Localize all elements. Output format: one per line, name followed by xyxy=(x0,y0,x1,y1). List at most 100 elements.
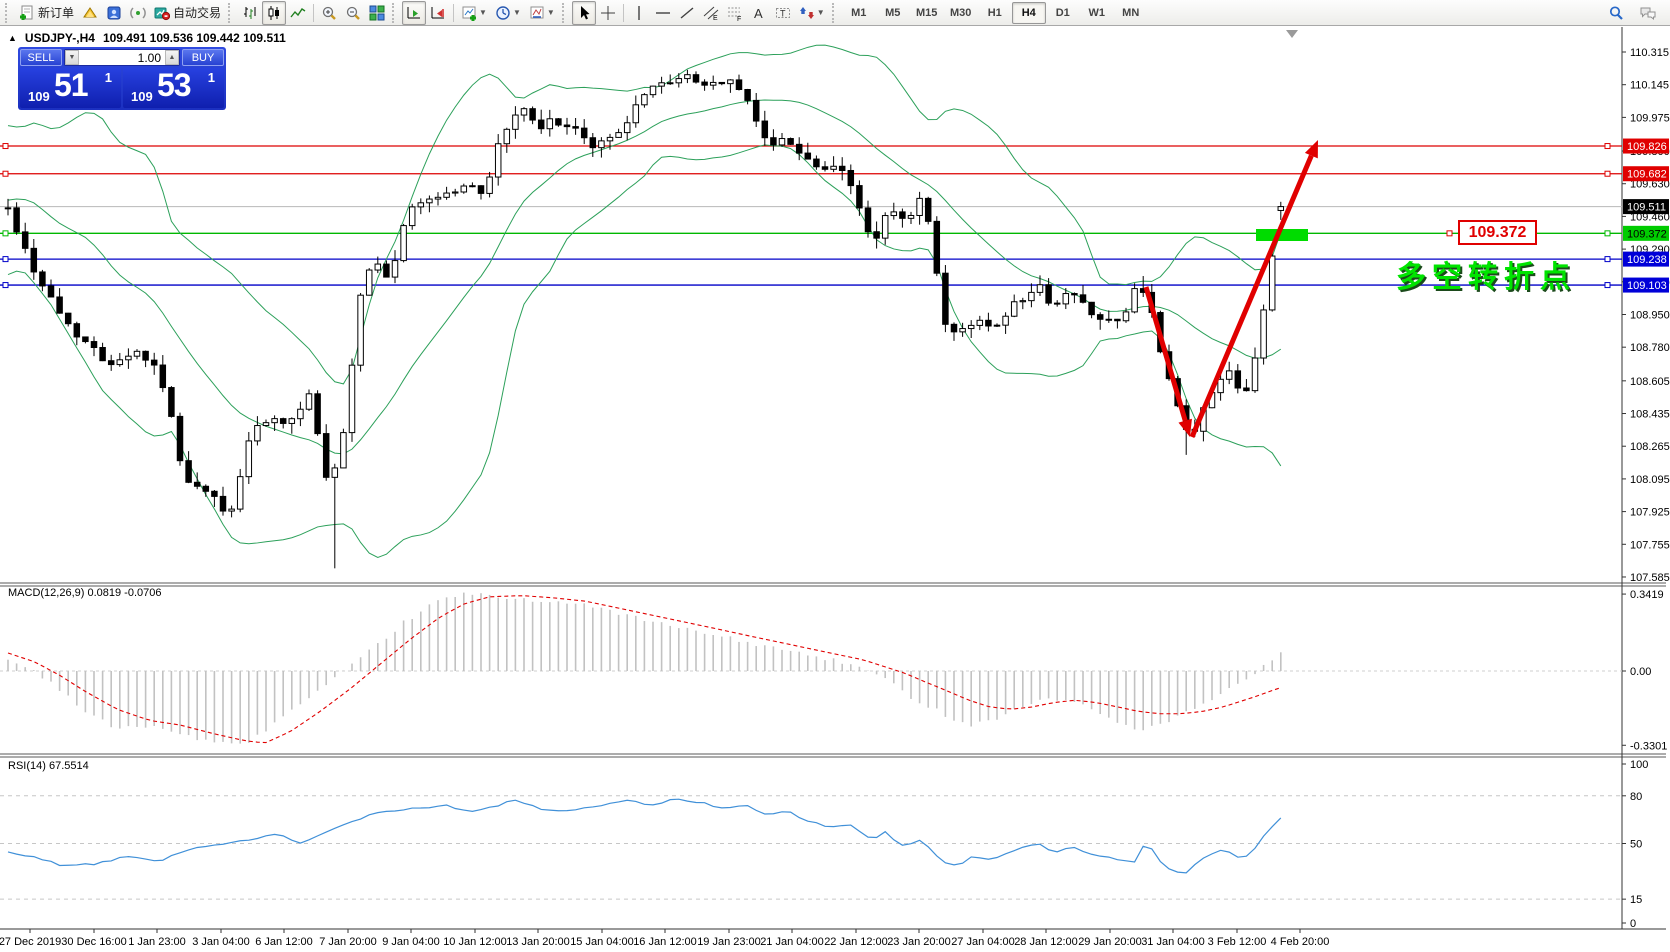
market-watch-button[interactable] xyxy=(102,1,126,25)
line-anchor[interactable] xyxy=(1604,256,1611,263)
text-button[interactable]: A xyxy=(747,1,771,25)
bar-chart-button[interactable] xyxy=(238,1,262,25)
new-order-button[interactable]: 新订单 xyxy=(15,1,78,25)
tf-w1[interactable]: W1 xyxy=(1080,2,1114,24)
tf-m5[interactable]: M5 xyxy=(876,2,910,24)
search-icon xyxy=(1609,5,1623,20)
volume-down-button[interactable]: ▼ xyxy=(65,50,79,65)
tf-h4-label: H4 xyxy=(1021,6,1036,19)
tf-m1-label: M1 xyxy=(851,6,867,19)
svg-text:108.605: 108.605 xyxy=(1630,376,1670,388)
auto-scroll-button[interactable] xyxy=(402,0,427,25)
down-trend-arrow[interactable] xyxy=(1143,286,1192,437)
chevron-down-icon[interactable]: ▼ xyxy=(546,8,555,17)
sell-button[interactable]: SELL xyxy=(20,49,62,66)
svg-text:109.460: 109.460 xyxy=(1630,211,1670,223)
toolbar-grip[interactable] xyxy=(831,2,839,23)
price-note-label[interactable]: 109.372 xyxy=(1458,220,1537,245)
crosshair-button[interactable] xyxy=(596,1,620,25)
chart-shift-button[interactable] xyxy=(426,1,450,25)
horizontal-lines-layer[interactable] xyxy=(0,143,1622,289)
label-button[interactable]: T xyxy=(771,1,795,25)
line-anchor[interactable] xyxy=(2,256,9,263)
line-anchor[interactable] xyxy=(1604,230,1611,237)
svg-text:107.755: 107.755 xyxy=(1630,539,1670,551)
toolbar-grip[interactable] xyxy=(228,2,235,23)
tf-m1[interactable]: M1 xyxy=(842,2,876,24)
zoom-out-button[interactable] xyxy=(341,1,365,25)
tf-m30[interactable]: M30 xyxy=(944,2,978,24)
svg-text:10 Jan 12:00: 10 Jan 12:00 xyxy=(443,936,507,948)
svg-text:27 Dec 2019: 27 Dec 2019 xyxy=(0,936,61,948)
price-axis[interactable]: 110.315110.145109.975109.800109.630109.4… xyxy=(1622,47,1670,930)
up-trend-arrow[interactable] xyxy=(1189,140,1318,438)
line-anchor[interactable] xyxy=(2,170,9,177)
zoom-in-button[interactable] xyxy=(317,1,341,25)
ask-price-button[interactable]: 109 53 1 xyxy=(123,67,224,108)
volume-up-button[interactable]: ▲ xyxy=(165,50,179,65)
toolbar-grip[interactable] xyxy=(392,2,399,23)
tf-mn-label: MN xyxy=(1122,6,1140,19)
bid-price-button[interactable]: 109 51 1 xyxy=(20,67,121,108)
tf-h4[interactable]: H4 xyxy=(1011,1,1046,24)
buy-button[interactable]: BUY xyxy=(182,49,224,66)
svg-text:30 Dec 16:00: 30 Dec 16:00 xyxy=(61,936,126,948)
support-highlight-box[interactable] xyxy=(1256,229,1308,241)
chevron-down-icon[interactable]: ▼ xyxy=(512,8,521,17)
candles-layer[interactable] xyxy=(4,69,1285,569)
line-anchor[interactable] xyxy=(2,143,9,150)
tf-h1-label: H1 xyxy=(987,6,1002,19)
volume-field[interactable]: 1.00 xyxy=(137,50,161,65)
signal-icon xyxy=(130,6,146,19)
trade-panel-collapse-icon[interactable]: ▲ xyxy=(8,33,17,43)
one-click-trading-panel: SELL ▼ 1.00 ▲ BUY 109 51 1 109 53 1 xyxy=(18,47,226,110)
chat-button[interactable] xyxy=(1636,1,1660,25)
channel-button[interactable]: E xyxy=(699,1,723,25)
horizontal-line-button[interactable] xyxy=(651,1,675,25)
search-button[interactable] xyxy=(1604,1,1628,25)
arrows-button[interactable]: ▼ xyxy=(795,1,829,25)
tf-m15[interactable]: M15 xyxy=(910,2,944,24)
svg-text:107.925: 107.925 xyxy=(1630,507,1670,519)
svg-text:29 Jan 20:00: 29 Jan 20:00 xyxy=(1078,936,1142,948)
tf-h1[interactable]: H1 xyxy=(978,2,1012,24)
line-chart-button[interactable] xyxy=(286,1,310,25)
tf-d1-label: D1 xyxy=(1055,6,1070,19)
line-anchor[interactable] xyxy=(2,230,9,237)
svg-text:109.372: 109.372 xyxy=(1627,228,1667,240)
chevron-down-icon[interactable]: ▼ xyxy=(816,8,825,17)
svg-text:E: E xyxy=(713,15,718,21)
time-axis[interactable]: 27 Dec 2019 30 Dec 16:00 1 Jan 23:00 3 Jan … xyxy=(0,929,1329,948)
tf-mn[interactable]: MN xyxy=(1114,2,1148,24)
autotrading-icon xyxy=(154,7,171,20)
line-anchor[interactable] xyxy=(1604,143,1611,150)
line-anchor[interactable] xyxy=(1604,170,1611,177)
vertical-line-button[interactable] xyxy=(627,1,651,25)
volume-stepper[interactable]: ▼ 1.00 ▲ xyxy=(64,49,180,66)
chevron-down-icon[interactable]: ▼ xyxy=(479,8,487,17)
indicators-button[interactable]: ▼ xyxy=(457,1,491,25)
chart-window[interactable]: 110.315110.145109.975109.800109.630109.4… xyxy=(0,27,1670,952)
line-anchor[interactable] xyxy=(1604,282,1611,289)
periods-button[interactable]: ▼ xyxy=(491,1,525,25)
tile-windows-button[interactable] xyxy=(365,1,389,25)
signals-button[interactable] xyxy=(126,1,150,25)
chart-canvas[interactable]: 110.315110.145109.975109.800109.630109.4… xyxy=(0,27,1670,952)
profiles-button[interactable] xyxy=(78,1,102,25)
autotrading-button[interactable]: 自动交易 xyxy=(150,1,225,25)
trendline-button[interactable] xyxy=(675,1,699,25)
line-anchor[interactable] xyxy=(2,282,9,289)
candlestick-chart-button[interactable] xyxy=(262,0,287,25)
fibonacci-button[interactable]: F xyxy=(723,1,747,25)
chart-shift-marker[interactable] xyxy=(1286,30,1298,38)
hline-icon xyxy=(655,11,670,14)
cursor-button[interactable] xyxy=(571,0,596,25)
toolbar-grip[interactable] xyxy=(561,2,569,23)
bollinger-middle xyxy=(7,99,1282,455)
templates-button[interactable]: ▼ xyxy=(525,1,559,25)
svg-text:31 Jan 04:00: 31 Jan 04:00 xyxy=(1141,936,1205,948)
svg-text:50: 50 xyxy=(1630,839,1642,851)
toolbar-grip[interactable] xyxy=(5,2,12,23)
tf-d1[interactable]: D1 xyxy=(1046,2,1080,24)
turning-point-annotation[interactable]: 多空转折点 xyxy=(1396,261,1576,294)
